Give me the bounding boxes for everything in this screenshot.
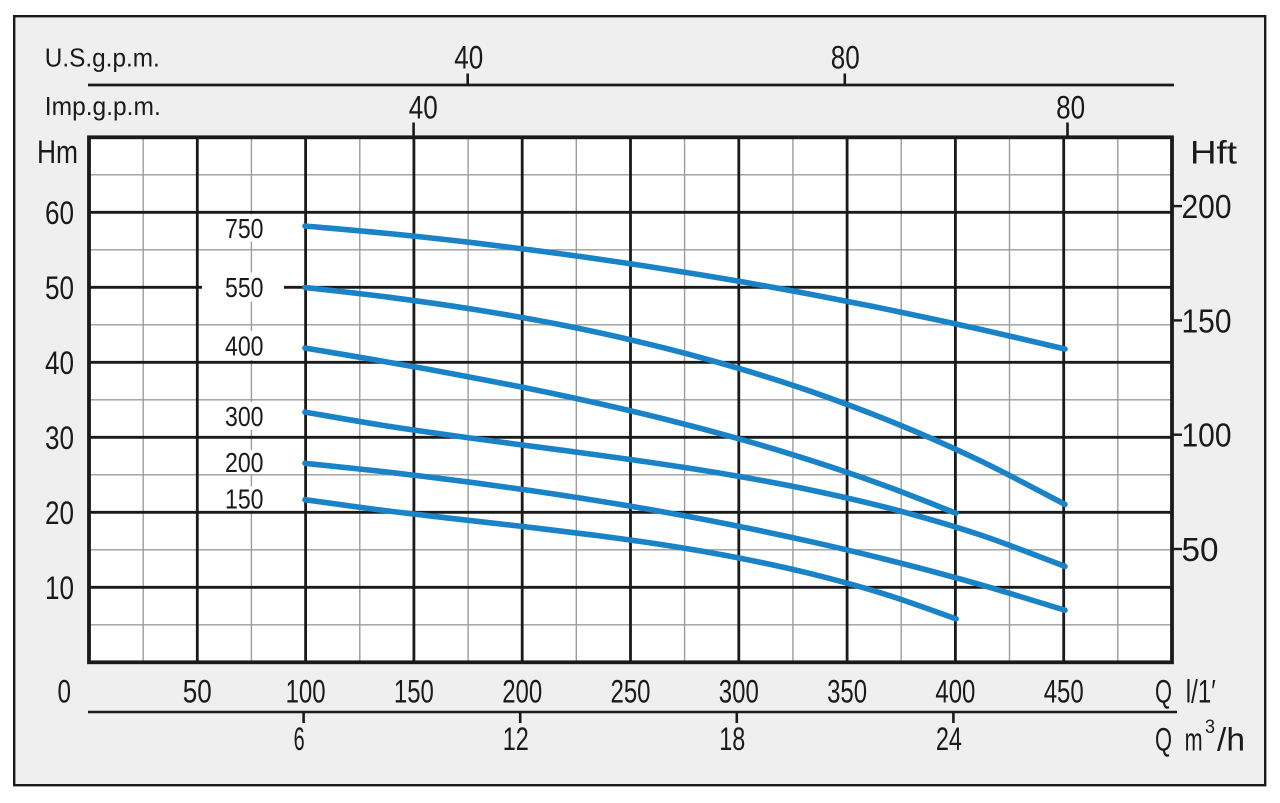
svg-text:100: 100 <box>1182 417 1232 454</box>
svg-text:50: 50 <box>1182 531 1219 568</box>
svg-text:150: 150 <box>225 484 264 515</box>
svg-text:6: 6 <box>294 721 305 757</box>
svg-text:80: 80 <box>1056 90 1085 126</box>
svg-text:10: 10 <box>45 570 74 606</box>
svg-text:40: 40 <box>45 345 74 381</box>
svg-text:3: 3 <box>1205 717 1215 738</box>
svg-text:Q: Q <box>1155 674 1172 710</box>
svg-text:30: 30 <box>45 420 74 456</box>
svg-text:50: 50 <box>183 674 212 710</box>
svg-text:m: m <box>1185 722 1203 758</box>
svg-text:0: 0 <box>58 674 72 710</box>
svg-text:450: 450 <box>1044 674 1084 710</box>
svg-text:12: 12 <box>503 721 529 757</box>
svg-text:200: 200 <box>225 447 264 478</box>
svg-text:60: 60 <box>45 195 74 231</box>
svg-text:80: 80 <box>831 39 860 75</box>
svg-text:l/1′: l/1′ <box>1186 674 1216 710</box>
svg-text:400: 400 <box>225 331 264 362</box>
svg-text:350: 350 <box>827 674 867 710</box>
svg-text:300: 300 <box>719 674 759 710</box>
svg-text:40: 40 <box>454 39 483 75</box>
svg-text:150: 150 <box>394 674 434 710</box>
svg-text:300: 300 <box>225 401 264 432</box>
svg-text:18: 18 <box>719 721 745 757</box>
svg-text:200: 200 <box>1182 188 1232 225</box>
svg-text:Imp.g.p.m.: Imp.g.p.m. <box>45 91 161 121</box>
svg-text:200: 200 <box>502 674 542 710</box>
svg-text:Q: Q <box>1155 722 1172 758</box>
svg-text:20: 20 <box>45 495 74 531</box>
svg-text:U.S.g.p.m.: U.S.g.p.m. <box>45 43 160 73</box>
svg-text:40: 40 <box>409 90 438 126</box>
svg-text:550: 550 <box>225 272 264 303</box>
svg-text:400: 400 <box>935 674 975 710</box>
svg-text:Hft: Hft <box>1190 135 1237 171</box>
svg-text:/h: /h <box>1217 722 1245 758</box>
svg-text:50: 50 <box>45 270 74 306</box>
svg-text:750: 750 <box>225 213 264 244</box>
svg-text:250: 250 <box>611 674 651 710</box>
svg-text:150: 150 <box>1182 302 1232 339</box>
svg-text:Hm: Hm <box>37 134 78 170</box>
svg-text:24: 24 <box>936 721 962 757</box>
svg-text:100: 100 <box>286 674 326 710</box>
